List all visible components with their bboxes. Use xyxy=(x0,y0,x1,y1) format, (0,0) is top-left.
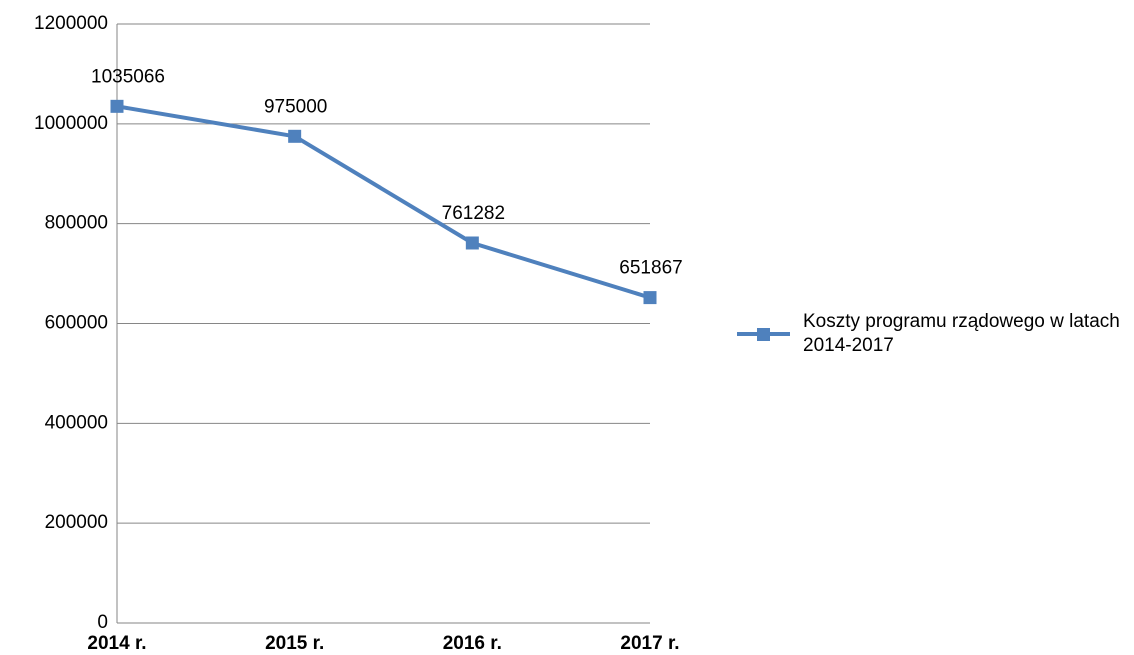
y-tick-label: 600000 xyxy=(45,313,108,334)
x-tick-label: 2016 r. xyxy=(443,633,502,654)
y-tick-label: 400000 xyxy=(45,412,108,433)
legend-label: Koszty programu rządowego w latach 2014-… xyxy=(803,311,1120,356)
y-tick-label: 1200000 xyxy=(34,13,108,34)
marker xyxy=(110,99,124,113)
data-label: 975000 xyxy=(264,96,327,117)
x-tick-label: 2015 r. xyxy=(265,633,324,654)
series-line xyxy=(116,104,651,300)
x-tick-label: 2017 r. xyxy=(620,633,679,654)
data-label: 1035066 xyxy=(91,66,165,87)
marker xyxy=(643,291,657,305)
x-tick-label: 2014 r. xyxy=(87,633,146,654)
y-tick-label: 1000000 xyxy=(34,113,108,134)
legend-marker xyxy=(757,328,770,341)
y-tick-label: 200000 xyxy=(45,512,108,533)
y-tick-label: 0 xyxy=(97,612,108,633)
marker xyxy=(465,236,479,250)
data-label: 761282 xyxy=(442,203,505,224)
marker xyxy=(288,129,302,143)
data-label: 651867 xyxy=(619,258,682,279)
y-tick-label: 800000 xyxy=(45,213,108,234)
